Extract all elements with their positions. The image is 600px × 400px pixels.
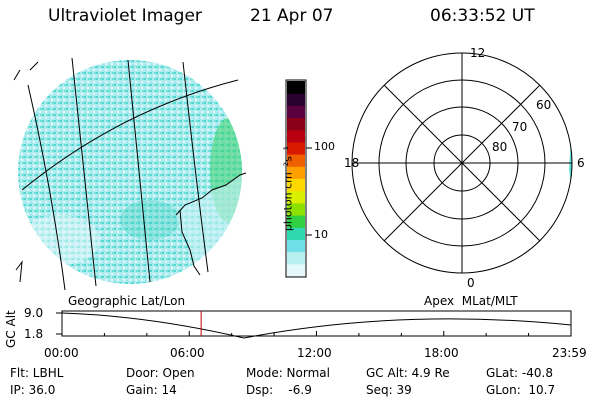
status-ip: IP: 36.0	[10, 383, 56, 397]
colorbar-segment	[287, 117, 305, 131]
colorbar-segment	[287, 239, 305, 253]
color-scale-bar	[285, 79, 312, 278]
status-gc-alt: GC Alt: 4.9 Re	[366, 366, 450, 380]
colorbar-tick-10: 10	[314, 228, 328, 241]
colorbar-segment	[287, 105, 305, 119]
x-tick-0000: 00:00	[44, 346, 79, 360]
status-glon: GLon: 10.7	[486, 383, 556, 397]
polar-label-bottom: 0	[467, 276, 475, 290]
status-mode: Mode: Normal	[246, 366, 330, 380]
gc-alt-axis-label: GC Alt	[4, 310, 18, 348]
polar-plot	[351, 52, 573, 274]
date-label: 21 Apr 07	[250, 6, 334, 26]
colorbar-segment	[287, 178, 305, 192]
polar-lat-60: 60	[536, 98, 552, 112]
apex-label: Apex MLat/MLT	[424, 294, 518, 308]
polar-lat-70: 70	[512, 120, 528, 134]
colorbar-segment	[287, 202, 305, 216]
instrument-title: Ultraviolet Imager	[48, 6, 202, 26]
colorbar-segment	[287, 154, 305, 167]
status-dsp: Dsp: -6.9	[246, 383, 312, 397]
colorbar-segment	[287, 129, 305, 143]
time-label: 06:33:52 UT	[430, 6, 535, 26]
status-gain: Gain: 14	[126, 383, 177, 397]
y-tick-high: 9.0	[24, 306, 44, 320]
status-seq: Seq: 39	[366, 383, 412, 397]
polar-label-left: 18	[344, 156, 360, 170]
earth-image	[13, 57, 247, 291]
status-flt: Flt: LBHL	[10, 366, 64, 380]
longitude-lines	[21, 57, 239, 291]
x-tick-2359: 23:59	[552, 346, 587, 360]
colorbar-segment	[287, 263, 305, 277]
x-tick-1800: 18:00	[424, 346, 459, 360]
colorbar-unit-label: photon cm⁻²s⁻¹	[281, 145, 295, 232]
status-glat: GLat: -40.8	[486, 366, 553, 380]
colorbar-tick-100: 100	[314, 140, 335, 153]
colorbar-segment	[287, 190, 305, 204]
coastline	[175, 172, 247, 276]
x-tick-0600: 06:00	[170, 346, 205, 360]
polar-label-top: 12	[470, 46, 486, 60]
altitude-curve	[61, 312, 572, 339]
x-tick-1200: 12:00	[297, 346, 332, 360]
polar-label-right: 6	[577, 156, 585, 170]
colorbar-segment	[287, 166, 305, 179]
colorbar-segment	[287, 81, 305, 94]
colorbar-segment	[287, 215, 305, 228]
status-door: Door: Open	[126, 366, 195, 380]
geographic-label: Geographic Lat/Lon	[68, 294, 186, 308]
colorbar-segment	[287, 141, 305, 155]
polar-lat-80: 80	[492, 140, 508, 154]
altitude-timeline	[56, 310, 572, 339]
colorbar-segment	[287, 93, 305, 106]
colorbar-segment	[287, 227, 305, 240]
y-tick-low: 1.8	[24, 327, 44, 341]
colorbar-segment	[287, 251, 305, 265]
